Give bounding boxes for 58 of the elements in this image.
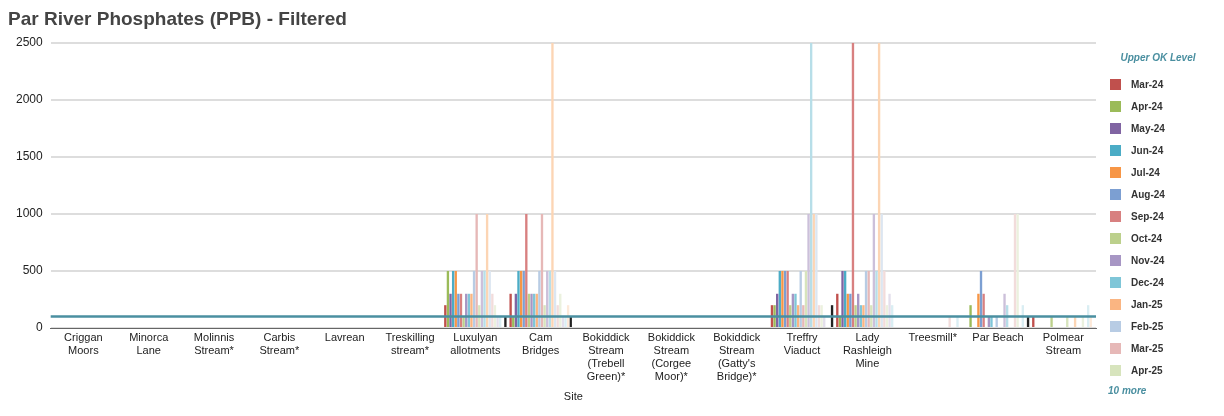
bar <box>449 293 452 327</box>
bar <box>462 316 465 327</box>
y-tick-label: 2500 <box>15 35 44 50</box>
x-tick-label: Bokiddick Stream (Corgee Moor)* <box>647 330 696 383</box>
x-tick-label: Treffry Viaduct <box>783 330 821 356</box>
y-tick-label: 0 <box>36 320 44 335</box>
bar <box>538 270 541 327</box>
bar <box>509 293 512 327</box>
legend-label: Jan-25 <box>1131 298 1163 310</box>
bar <box>875 270 878 327</box>
bar <box>475 213 478 327</box>
text: 10 more <box>1107 385 1148 396</box>
legend-label: Oct-24 <box>1131 232 1163 244</box>
bar <box>807 213 810 327</box>
bar <box>504 316 507 327</box>
legend-label: Sep-24 <box>1131 210 1164 222</box>
x-tick-label: Lavrean <box>324 330 365 343</box>
bar <box>491 293 494 327</box>
bar <box>883 270 886 327</box>
bar <box>888 293 891 327</box>
y-tick-label: 1000 <box>15 206 44 221</box>
y-tick-label: 1500 <box>15 149 44 164</box>
legend-label: Feb-25 <box>1131 320 1164 332</box>
legend-label: Mar-25 <box>1131 342 1164 354</box>
y-tick-label: 2000 <box>15 92 44 107</box>
bar <box>956 316 959 327</box>
x-tick-label: Luxulyan allotments <box>450 330 501 356</box>
x-tick-label: Criggan Moors <box>64 330 103 356</box>
bar <box>982 293 985 327</box>
x-tick-label: Carbis Stream* <box>259 330 300 356</box>
x-tick-label: Treesmill* <box>908 330 958 343</box>
x-tick-label: Cam Bridges <box>522 330 560 356</box>
x-tick-label: Minorca Lane <box>129 330 170 356</box>
x-tick-label: Molinnis Stream* <box>193 330 235 356</box>
bar <box>1003 293 1006 327</box>
legend-label: Jul-24 <box>1131 166 1160 178</box>
legend-label: Dec-24 <box>1131 276 1164 288</box>
x-axis-title: Site <box>563 390 583 403</box>
legend-label: Mar-24 <box>1131 78 1164 90</box>
x-tick-label: Lady Rashleigh Mine <box>842 330 892 370</box>
ref-line-label: Upper OK Level <box>1119 52 1197 63</box>
legend-label: Aug-24 <box>1131 188 1165 200</box>
legend-label: Apr-25 <box>1131 364 1163 376</box>
bar <box>551 42 554 327</box>
x-tick-label: Par Beach <box>972 330 1024 343</box>
x-tick-label: Bokiddick Stream (Gatty's Bridge)* <box>713 330 761 383</box>
y-tick-label: 500 <box>22 263 44 278</box>
legend-label: Jun-24 <box>1131 144 1164 156</box>
legend-label: May-24 <box>1131 122 1165 134</box>
bar <box>977 293 980 327</box>
x-tick-label: Bokiddick Stream (Trebell Green)* <box>582 330 631 383</box>
x-tick-label: Treskilling stream* <box>385 330 435 356</box>
bar <box>948 316 951 327</box>
chart-title: Par River Phosphates (PPB) - Filtered <box>8 7 347 29</box>
legend-label: Nov-24 <box>1131 254 1165 266</box>
x-tick-label: Polmear Stream <box>1042 330 1085 356</box>
bar <box>1050 316 1053 327</box>
legend-label: Apr-24 <box>1131 100 1163 112</box>
